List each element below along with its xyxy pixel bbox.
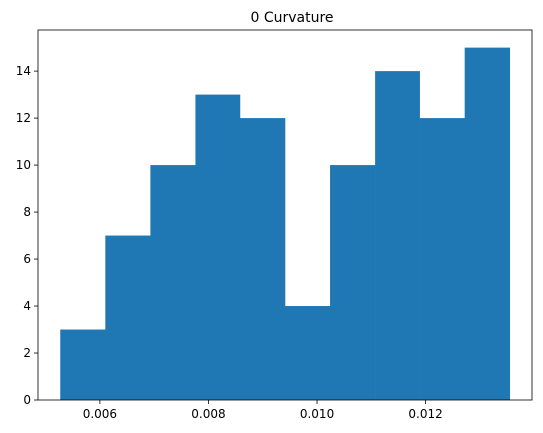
x-tick-label-4: 0.012 xyxy=(408,407,442,421)
histogram-bar-2 xyxy=(105,235,151,400)
histogram-bar-1 xyxy=(60,329,106,400)
x-axis: 0.006 0.008 0.010 0.012 xyxy=(83,400,443,421)
chart-title: 0 Curvature xyxy=(250,10,333,26)
y-tick-label-2: 2 xyxy=(23,346,31,360)
y-tick-label-5: 8 xyxy=(23,205,31,219)
histogram-bar-5 xyxy=(239,118,286,400)
histogram-bar-3 xyxy=(150,165,196,400)
x-tick-label-3: 0.010 xyxy=(300,407,334,421)
histogram-bar-7 xyxy=(330,165,376,400)
y-tick-label-4: 6 xyxy=(23,252,31,266)
histogram-bar-9 xyxy=(419,118,465,400)
y-tick-label-6: 10 xyxy=(16,158,31,172)
histogram-bar-10 xyxy=(464,47,511,400)
axes-frame xyxy=(37,29,533,401)
bars-group xyxy=(60,47,511,400)
histogram-bar-4 xyxy=(195,94,241,400)
y-tick-label-3: 4 xyxy=(23,299,31,313)
histogram-bar-6 xyxy=(285,306,331,400)
y-tick-label-8: 14 xyxy=(16,64,31,78)
histogram-bar-8 xyxy=(375,71,420,400)
x-tick-label-1: 0.006 xyxy=(83,407,117,421)
y-tick-label-1: 0 xyxy=(23,393,31,407)
y-tick-label-7: 12 xyxy=(16,111,31,125)
x-tick-label-2: 0.008 xyxy=(191,407,225,421)
y-axis: 0 2 4 6 8 10 12 14 xyxy=(16,64,38,407)
